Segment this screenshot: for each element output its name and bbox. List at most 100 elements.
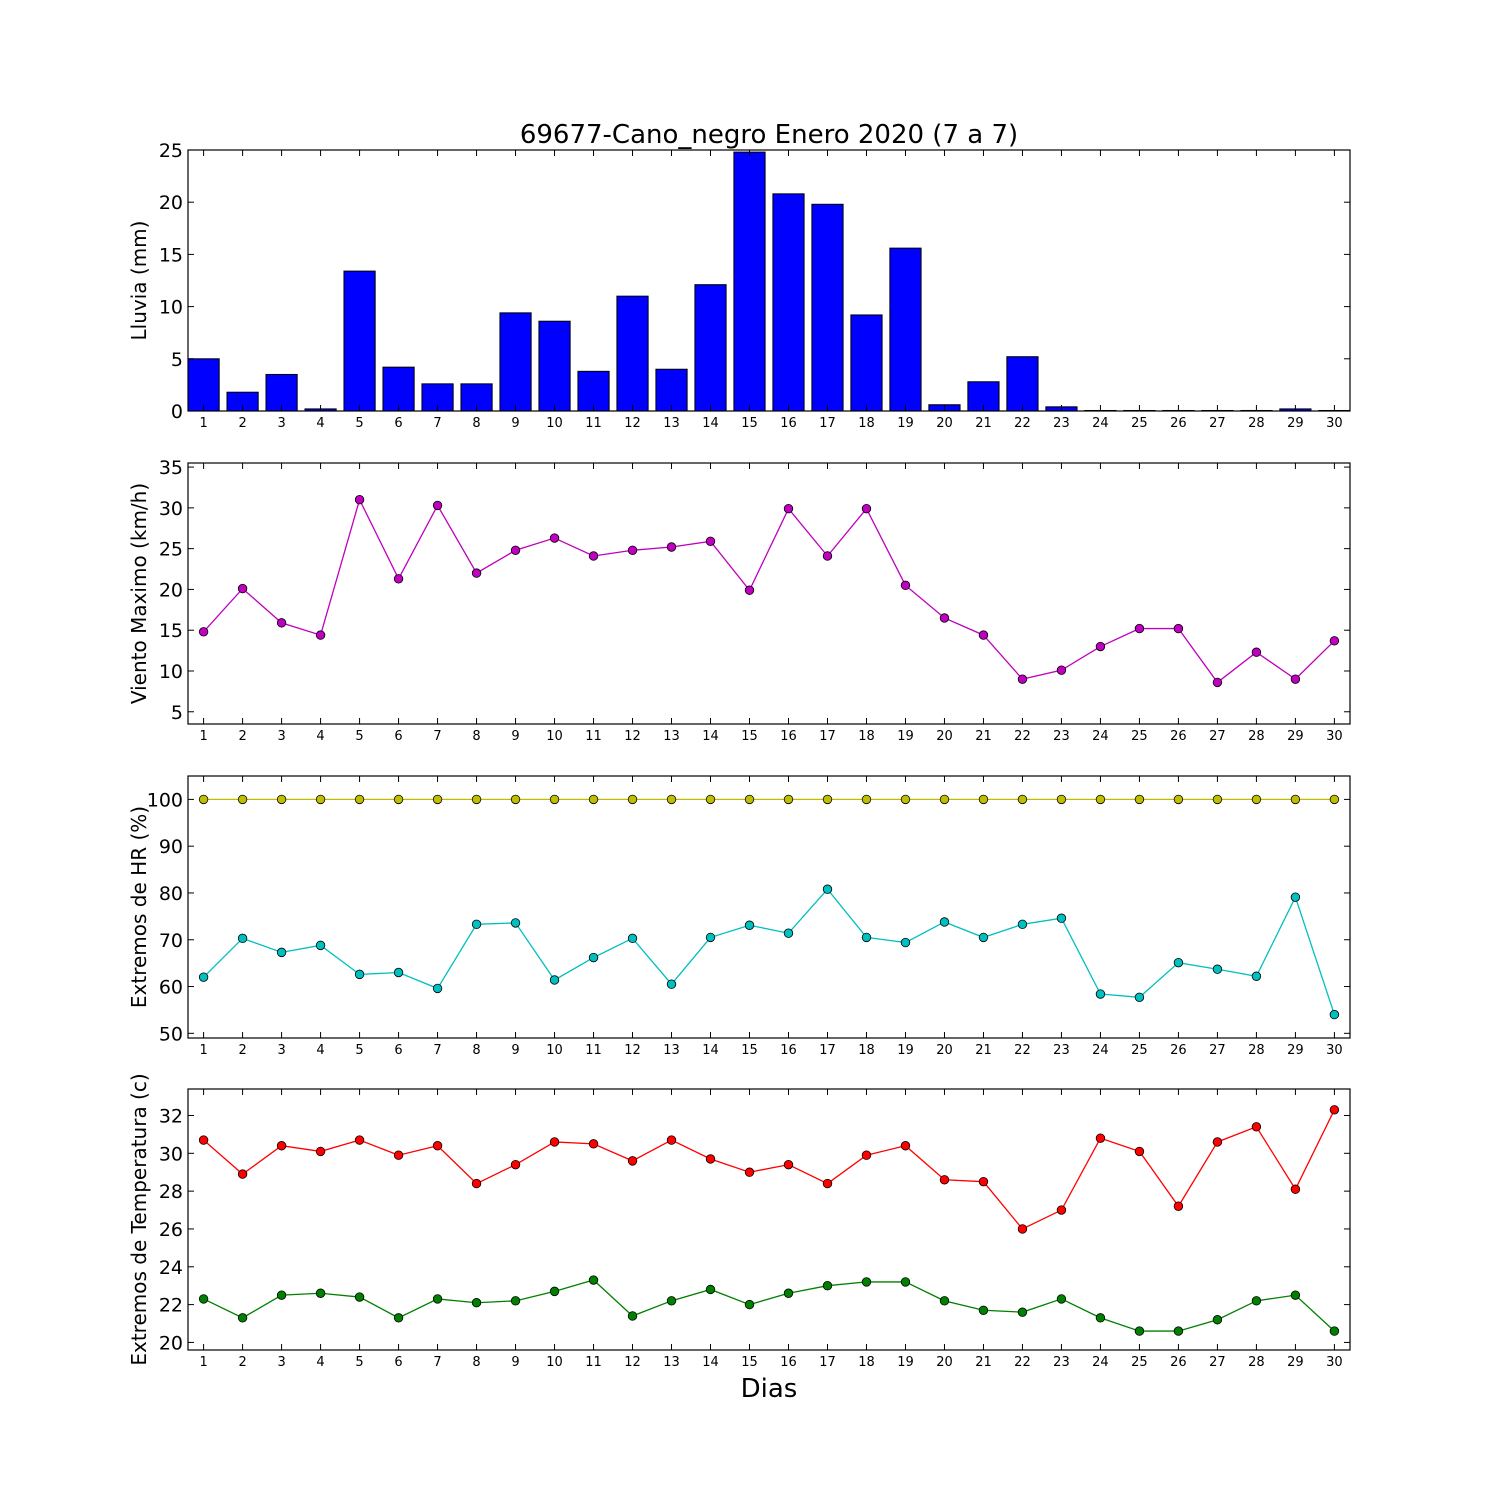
rain-x-tick-label: 7 [433, 416, 441, 431]
humidity-series-1-point-day-13 [666, 979, 677, 989]
humidity-y-tick-label: 50 [159, 1023, 183, 1045]
temperature-x-tick-label: 16 [780, 1355, 797, 1370]
rain-x-tick-label: 19 [897, 416, 914, 431]
wind-x-tick-label: 21 [975, 729, 992, 744]
wind-x-tick-label: 11 [585, 729, 602, 744]
rain-x-tick-label: 18 [858, 416, 875, 431]
humidity-x-tick-label: 17 [819, 1043, 836, 1058]
rain-x-tick-label: 30 [1326, 416, 1343, 431]
wind-x-tick-label: 24 [1092, 729, 1109, 744]
wind-x-tick-label: 1 [199, 729, 207, 744]
temperature-series-1-point-day-29 [1290, 1290, 1301, 1300]
wind-series-0-point-day-8 [471, 568, 482, 578]
humidity-series-0-point-day-20 [939, 794, 950, 805]
temperature-x-tick-label: 13 [663, 1355, 680, 1370]
wind-x-tick-label: 26 [1170, 729, 1187, 744]
humidity-series-0-point-day-3 [276, 794, 287, 805]
humidity-series-0-point-day-13 [666, 794, 677, 805]
wind-series-0-point-day-5 [354, 495, 365, 505]
wind-series-0-point-day-14 [705, 536, 716, 547]
humidity-series-0-point-day-1 [198, 794, 209, 805]
wind-y-tick-label: 15 [159, 620, 183, 642]
rain-bar-day-18 [850, 314, 883, 412]
temperature-series-1-point-day-14 [705, 1284, 716, 1295]
humidity-x-tick-label: 7 [433, 1043, 441, 1058]
humidity-series-0-point-day-2 [237, 794, 248, 805]
humidity-x-tick-label: 29 [1287, 1043, 1304, 1058]
temperature-x-tick-label: 25 [1131, 1355, 1148, 1370]
temperature-series-0-point-day-4 [315, 1146, 326, 1157]
wind-x-tick-label: 3 [277, 729, 285, 744]
temperature-series-0-point-day-29 [1290, 1184, 1301, 1194]
humidity-series-1-point-day-8 [471, 919, 482, 930]
temperature-series-1-point-day-27 [1212, 1315, 1223, 1325]
humidity-series-1-point-day-28 [1251, 971, 1262, 981]
wind-series-0-point-day-1 [198, 627, 209, 637]
humidity-series-1-point-day-18 [861, 932, 872, 943]
temperature-x-tick-label: 30 [1326, 1355, 1343, 1370]
wind-series-0-point-day-27 [1212, 677, 1223, 688]
wind-series-0-point-day-6 [393, 574, 404, 584]
wind-series-0-point-day-17 [822, 551, 833, 561]
humidity-x-tick-label: 14 [702, 1043, 719, 1058]
wind-series-0-line [203, 497, 1335, 684]
temperature-x-tick-label: 28 [1248, 1355, 1265, 1370]
temperature-series-0-point-day-10 [549, 1137, 560, 1147]
humidity-panel: 1 2 3 4 5 6 7 8 9 10 11 12 13 14 15 16 17 18 19 20 21 22 23 24 2… [127, 775, 1351, 1058]
humidity-series-0-point-day-15 [744, 794, 755, 805]
humidity-x-tick-label: 16 [780, 1043, 797, 1058]
wind-x-tick-label: 22 [1014, 729, 1031, 744]
humidity-series-0-point-day-7 [432, 794, 443, 805]
rain-x-tick-label: 20 [936, 416, 953, 431]
temperature-x-tick-label: 17 [819, 1355, 836, 1370]
rain-x-tick-label: 15 [741, 416, 758, 431]
temperature-series-1-point-day-1 [198, 1294, 209, 1304]
humidity-series-1-point-day-19 [900, 937, 911, 948]
temperature-series-1-point-day-8 [471, 1298, 482, 1308]
wind-x-tick-label: 4 [316, 729, 324, 744]
humidity-series-0-point-day-23 [1056, 794, 1067, 805]
humidity-series-0-point-day-9 [510, 794, 521, 805]
humidity-series-1-point-day-11 [588, 952, 599, 963]
wind-series-0-point-day-7 [432, 500, 443, 511]
rain-y-tick-label: 25 [159, 140, 183, 162]
temperature-series-0-point-day-25 [1134, 1146, 1145, 1157]
wind-series-0-point-day-30 [1329, 636, 1340, 646]
wind-y-tick-label: 35 [159, 457, 183, 479]
temperature-x-tick-label: 23 [1053, 1355, 1070, 1370]
wind-series-0-point-day-23 [1056, 665, 1067, 675]
wind-x-tick-label: 7 [433, 729, 441, 744]
rain-bar-day-17 [811, 203, 844, 412]
humidity-y-tick-label: 70 [159, 930, 183, 952]
x-axis-label: Dias [741, 1374, 798, 1404]
rain-x-tick-label: 13 [663, 416, 680, 431]
rain-y-tick-label: 20 [159, 192, 183, 214]
temperature-series-0-point-day-19 [900, 1141, 911, 1151]
humidity-series-0-point-day-22 [1017, 794, 1028, 805]
temperature-x-tick-label: 4 [316, 1355, 324, 1370]
humidity-series-1-point-day-29 [1290, 892, 1301, 902]
humidity-series-0-point-day-8 [471, 794, 482, 805]
temperature-series-0-point-day-21 [978, 1176, 989, 1187]
rain-x-tick-label: 8 [472, 416, 480, 431]
wind-x-tick-label: 16 [780, 729, 797, 744]
temperature-x-tick-label: 26 [1170, 1355, 1187, 1370]
wind-x-tick-label: 18 [858, 729, 875, 744]
wind-x-tick-label: 20 [936, 729, 953, 744]
wind-y-tick-label: 30 [159, 498, 183, 520]
rain-x-tick-label: 4 [316, 416, 324, 431]
wind-series-0-point-day-2 [237, 583, 248, 594]
temperature-series-1-point-day-22 [1017, 1307, 1028, 1317]
temperature-series-1-point-day-21 [978, 1305, 989, 1315]
humidity-x-tick-label: 12 [624, 1043, 641, 1058]
wind-series-0-point-day-10 [549, 533, 560, 543]
temperature-series-1-point-day-3 [276, 1290, 287, 1300]
humidity-series-1-point-day-24 [1095, 989, 1106, 999]
temperature-series-1-point-day-23 [1056, 1294, 1067, 1304]
humidity-series-0-point-day-17 [822, 794, 833, 805]
wind-x-tick-label: 17 [819, 729, 836, 744]
wind-x-tick-label: 29 [1287, 729, 1304, 744]
humidity-series-1-point-day-7 [432, 983, 443, 994]
temperature-series-0-point-day-2 [237, 1169, 248, 1179]
